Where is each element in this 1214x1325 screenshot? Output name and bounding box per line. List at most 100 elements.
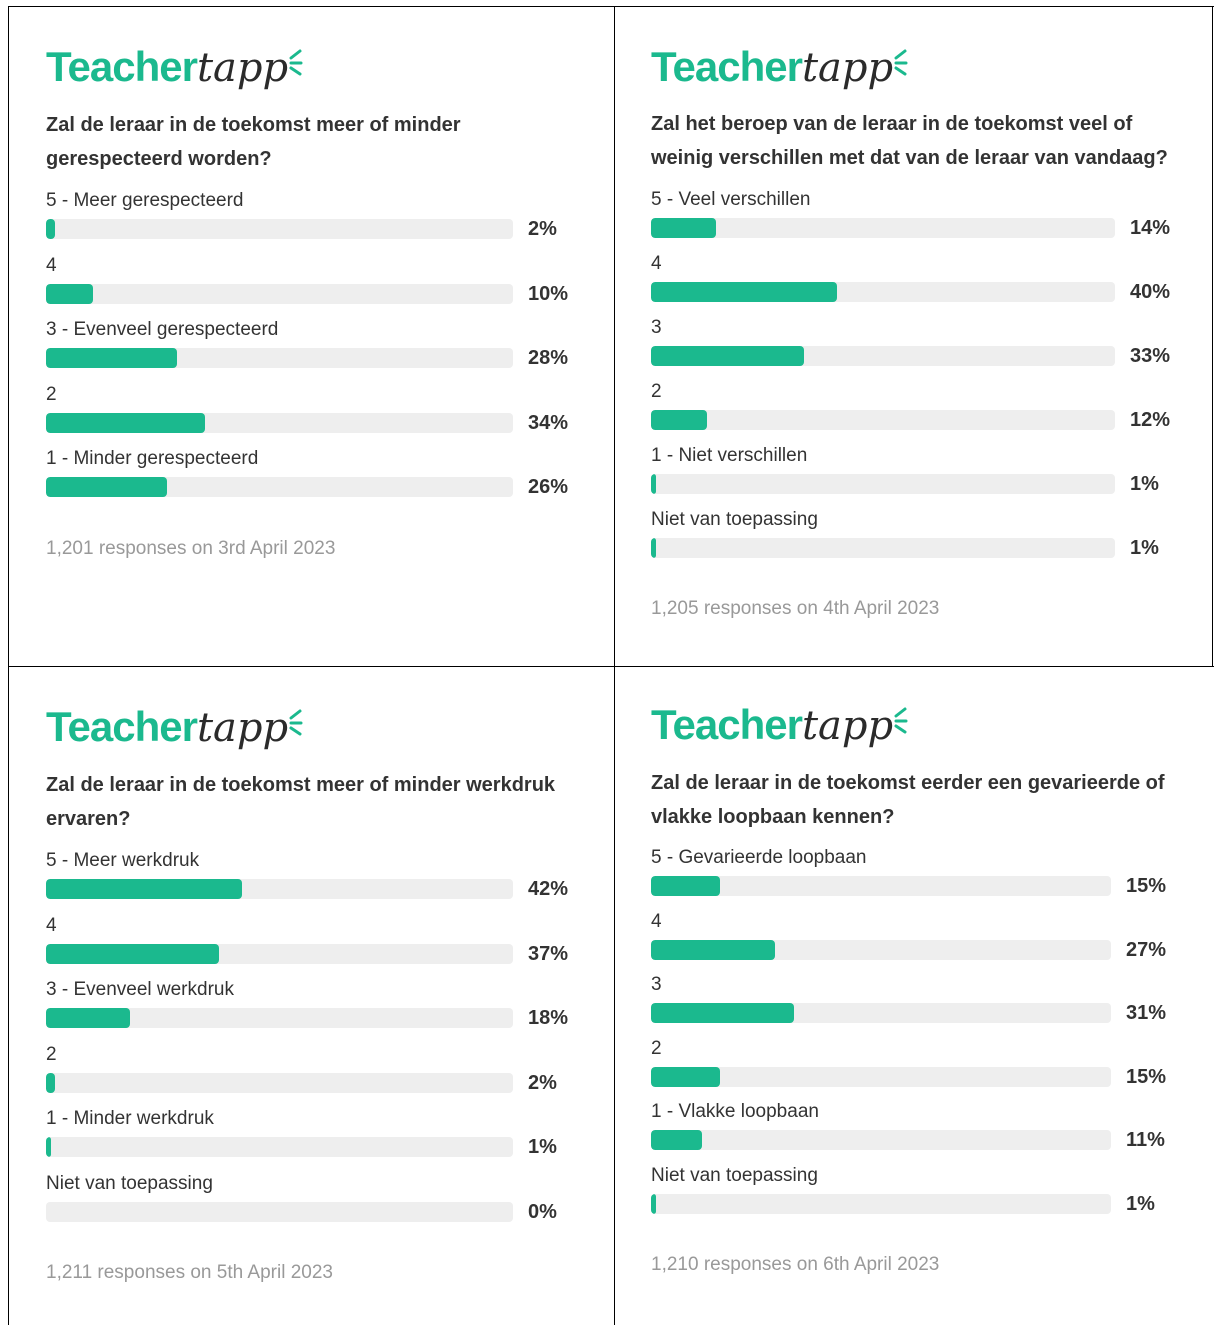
bar xyxy=(46,477,168,497)
footnote: 1,210 responses on 6th April 2023 xyxy=(651,1254,940,1275)
value-label: 42% xyxy=(528,878,569,900)
bar xyxy=(46,1072,56,1093)
value-label: 12% xyxy=(1130,409,1171,431)
bar xyxy=(46,879,243,899)
value-label: 11% xyxy=(1126,1129,1165,1151)
bar-track xyxy=(651,1130,1111,1150)
frame-line xyxy=(8,6,1214,7)
bar-track xyxy=(651,346,1115,366)
bar xyxy=(46,283,93,304)
category-label: Niet van toepassing xyxy=(46,1172,213,1194)
frame-line xyxy=(8,666,1214,667)
bar xyxy=(46,943,219,964)
category-label: 5 - Meer werkdruk xyxy=(46,850,200,871)
bar-track xyxy=(46,1201,513,1222)
category-label: 4 xyxy=(46,914,57,936)
category-label: 5 - Meer gerespecteerd xyxy=(46,190,244,211)
value-label: 2% xyxy=(528,218,557,240)
value-label: 31% xyxy=(1126,1002,1167,1024)
bar-track xyxy=(46,283,513,304)
value-label: 34% xyxy=(528,411,569,434)
value-label: 40% xyxy=(1130,281,1171,303)
bar xyxy=(651,876,720,896)
value-label: 28% xyxy=(528,347,569,369)
category-label: 4 xyxy=(651,253,662,274)
bar xyxy=(651,1003,794,1023)
bar xyxy=(651,1066,720,1087)
bar-track xyxy=(651,1066,1111,1087)
category-label: 3 xyxy=(651,317,662,338)
value-label: 1% xyxy=(1126,1192,1155,1215)
value-label: 26% xyxy=(528,476,569,498)
bar xyxy=(46,348,177,368)
bar-track xyxy=(651,1003,1111,1023)
bar xyxy=(651,1130,702,1150)
value-label: 0% xyxy=(528,1200,557,1223)
value-label: 33% xyxy=(1130,345,1171,367)
bar xyxy=(46,412,205,433)
frame-line xyxy=(1212,6,1213,666)
category-label: 3 xyxy=(651,974,662,995)
category-label: 1 - Vlakke loopbaan xyxy=(651,1101,819,1122)
logo-tapp: tapp xyxy=(196,45,289,91)
logo-tapp: tapp xyxy=(801,703,894,749)
logo-teacher: Teacher xyxy=(46,703,198,750)
value-label: 37% xyxy=(528,942,569,965)
logo: Teachertapp xyxy=(651,704,909,747)
chart-title: Zal het beroep van de leraar in de toeko… xyxy=(651,113,1168,169)
category-label: 3 - Evenveel gerespecteerd xyxy=(46,319,279,340)
category-label: 1 - Niet verschillen xyxy=(651,445,808,466)
chart-title: Zal de leraar in de toekomst meer of min… xyxy=(46,114,461,170)
footnote: 1,211 responses on 5th April 2023 xyxy=(46,1262,333,1283)
bar-track xyxy=(651,282,1115,302)
logo-teacher: Teacher xyxy=(651,43,803,90)
category-label: Niet van toepassing xyxy=(651,1164,818,1186)
bar xyxy=(651,346,805,366)
bar xyxy=(651,410,707,430)
category-label: 4 xyxy=(651,910,662,932)
logo-sparks xyxy=(894,49,908,76)
bar-track xyxy=(651,410,1115,430)
bar-track xyxy=(651,474,1115,494)
bar xyxy=(46,1137,51,1157)
bar-track xyxy=(651,876,1111,896)
category-label: 2 xyxy=(651,381,662,402)
bar xyxy=(651,538,656,558)
logo: Teachertapp xyxy=(46,46,304,89)
chart-title: Zal de leraar in de toekomst eerder een … xyxy=(651,772,1165,828)
logo-sparks xyxy=(289,49,303,76)
value-label: 18% xyxy=(528,1007,569,1029)
logo-teacher: Teacher xyxy=(46,43,198,90)
bar-track xyxy=(46,943,513,964)
bar-track xyxy=(651,1193,1111,1214)
footnote: 1,201 responses on 3rd April 2023 xyxy=(46,538,336,559)
category-label: 2 xyxy=(46,1043,57,1065)
bar-track xyxy=(46,477,513,497)
bar-track xyxy=(46,348,513,368)
value-label: 1% xyxy=(1130,537,1159,559)
category-label: Niet van toepassing xyxy=(651,509,818,530)
value-label: 15% xyxy=(1126,875,1167,897)
bar xyxy=(651,282,837,302)
bar-track xyxy=(46,1072,513,1093)
logo-sparks xyxy=(289,709,303,736)
bar-track xyxy=(46,879,513,899)
bar-track xyxy=(46,219,513,239)
category-label: 1 - Minder werkdruk xyxy=(46,1108,214,1129)
value-label: 14% xyxy=(1130,217,1171,239)
chart-title: Zal de leraar in de toekomst meer of min… xyxy=(46,774,556,830)
bar xyxy=(651,1193,656,1214)
value-label: 2% xyxy=(528,1071,557,1094)
category-label: 3 - Evenveel werkdruk xyxy=(46,979,234,1000)
bar-track xyxy=(46,1137,513,1157)
category-label: 1 - Minder gerespecteerd xyxy=(46,448,259,469)
logo-tapp: tapp xyxy=(196,705,289,751)
value-label: 15% xyxy=(1126,1065,1167,1088)
logo-tapp: tapp xyxy=(801,45,894,91)
bar-track xyxy=(651,538,1115,558)
value-label: 1% xyxy=(528,1136,557,1158)
bar xyxy=(651,218,716,238)
category-label: 5 - Gevarieerde loopbaan xyxy=(651,847,867,868)
bar-track xyxy=(651,218,1115,238)
